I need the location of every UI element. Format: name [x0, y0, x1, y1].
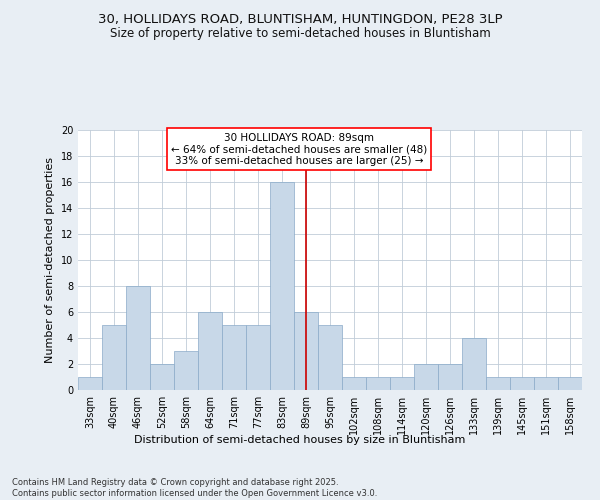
Bar	[510, 377, 534, 390]
Bar	[534, 377, 558, 390]
Bar	[78, 377, 102, 390]
Bar	[366, 377, 390, 390]
Bar	[198, 312, 222, 390]
Bar	[222, 325, 246, 390]
Bar	[270, 182, 294, 390]
Text: 30 HOLLIDAYS ROAD: 89sqm
← 64% of semi-detached houses are smaller (48)
33% of s: 30 HOLLIDAYS ROAD: 89sqm ← 64% of semi-d…	[170, 132, 427, 166]
Bar	[102, 325, 126, 390]
Bar	[438, 364, 462, 390]
Bar	[342, 377, 366, 390]
Bar	[558, 377, 582, 390]
Text: Contains HM Land Registry data © Crown copyright and database right 2025.
Contai: Contains HM Land Registry data © Crown c…	[12, 478, 377, 498]
Bar	[294, 312, 318, 390]
Bar	[414, 364, 438, 390]
Bar	[126, 286, 150, 390]
Text: 30, HOLLIDAYS ROAD, BLUNTISHAM, HUNTINGDON, PE28 3LP: 30, HOLLIDAYS ROAD, BLUNTISHAM, HUNTINGD…	[98, 12, 502, 26]
Bar	[150, 364, 174, 390]
Text: Size of property relative to semi-detached houses in Bluntisham: Size of property relative to semi-detach…	[110, 28, 490, 40]
Bar	[462, 338, 486, 390]
Bar	[318, 325, 342, 390]
Bar	[174, 351, 198, 390]
Text: Distribution of semi-detached houses by size in Bluntisham: Distribution of semi-detached houses by …	[134, 435, 466, 445]
Y-axis label: Number of semi-detached properties: Number of semi-detached properties	[45, 157, 55, 363]
Bar	[390, 377, 414, 390]
Bar	[486, 377, 510, 390]
Bar	[246, 325, 270, 390]
